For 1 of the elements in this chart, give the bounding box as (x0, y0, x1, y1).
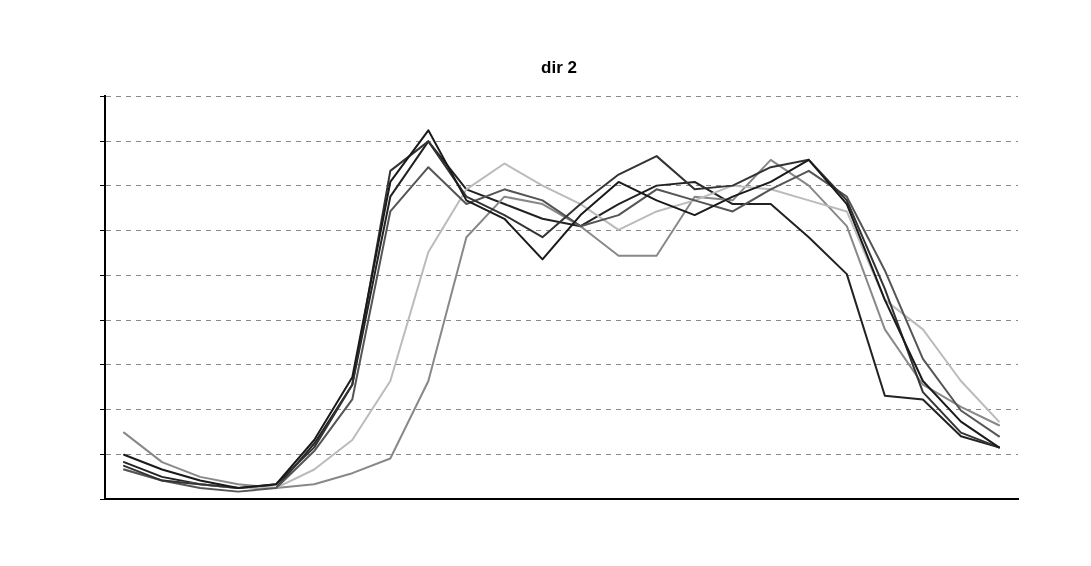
chart-title: dir 2 (541, 57, 577, 77)
